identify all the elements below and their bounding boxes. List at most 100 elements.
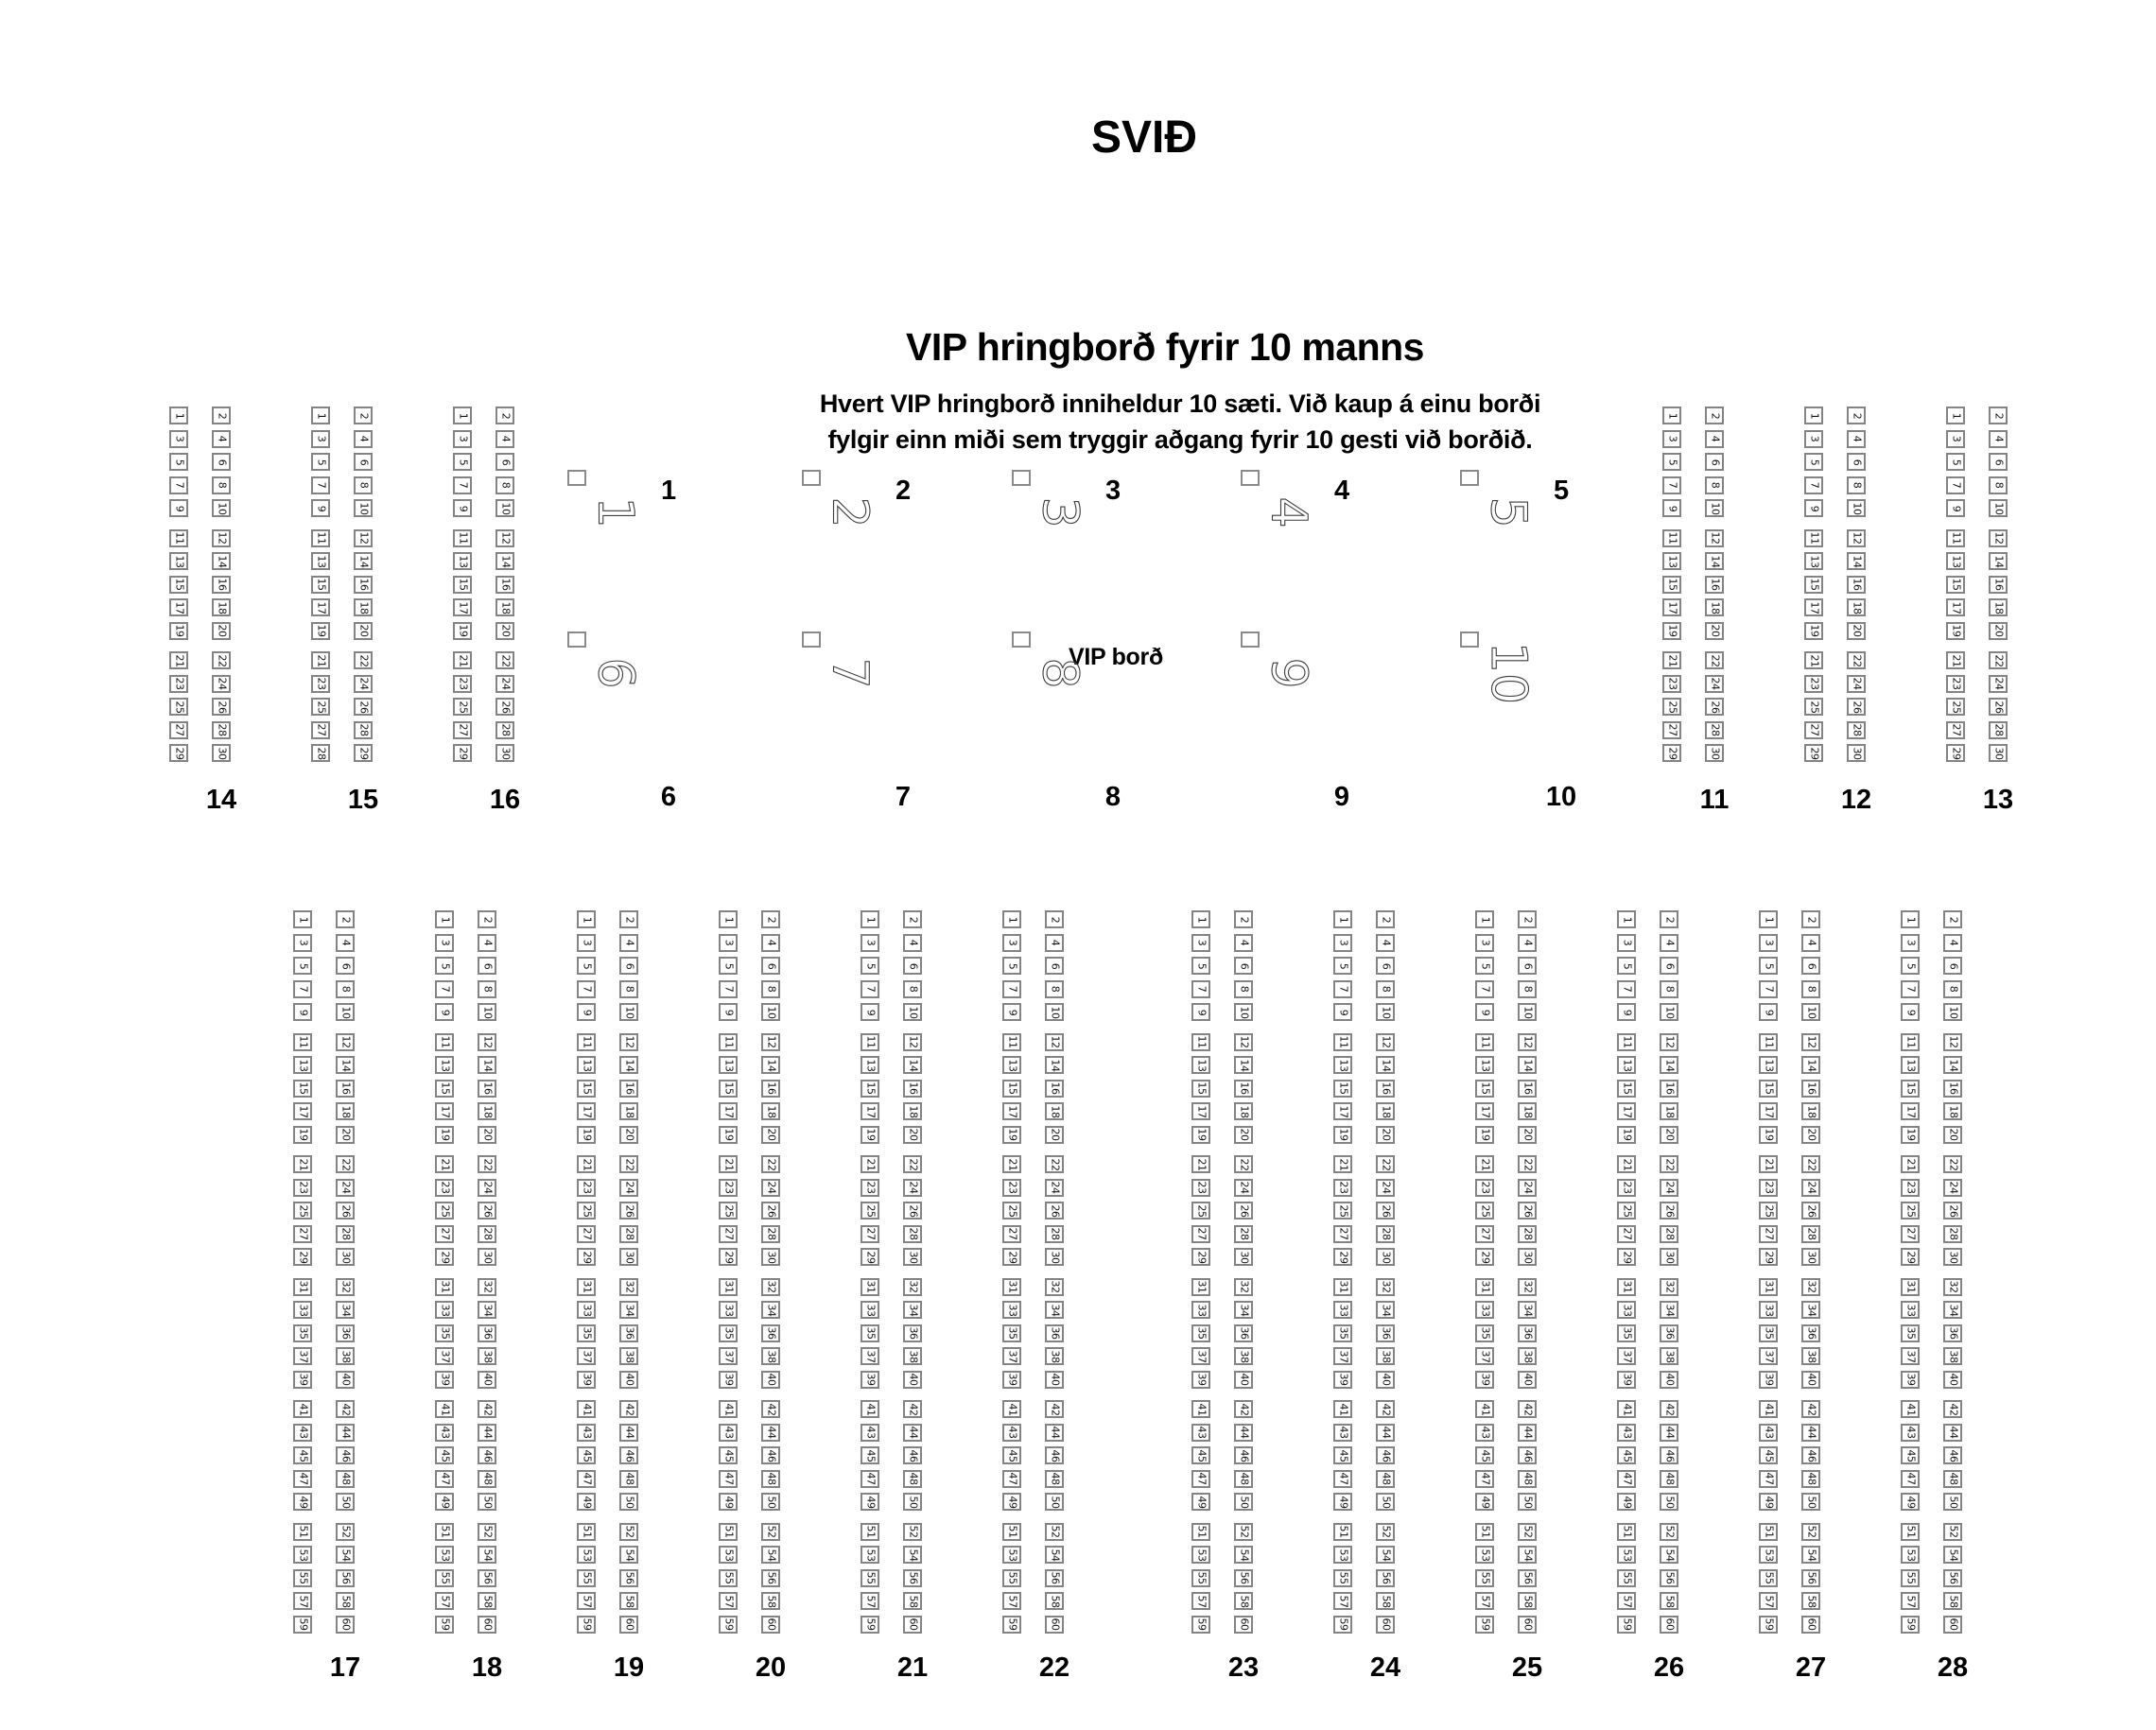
seat[interactable]: 10: [761, 1003, 780, 1021]
seat[interactable]: 21: [577, 1155, 596, 1173]
seat[interactable]: 49: [861, 1493, 879, 1511]
seat[interactable]: 10: [1847, 499, 1866, 517]
seat[interactable]: 54: [1801, 1546, 1820, 1564]
seat[interactable]: 46: [1660, 1446, 1678, 1464]
seat[interactable]: 26: [903, 1202, 922, 1220]
seat[interactable]: 59: [1333, 1615, 1352, 1634]
seat[interactable]: 24: [1234, 1178, 1253, 1197]
seat[interactable]: 4: [1705, 429, 1724, 448]
seat[interactable]: 20: [1376, 1125, 1395, 1144]
seat[interactable]: 36: [1801, 1323, 1820, 1342]
seat[interactable]: 29: [435, 1248, 454, 1266]
seat[interactable]: 47: [1617, 1469, 1636, 1488]
seat[interactable]: 18: [1376, 1102, 1395, 1120]
seat[interactable]: 13: [453, 552, 472, 570]
seat[interactable]: 16: [1801, 1079, 1820, 1098]
seat[interactable]: 28: [1801, 1224, 1820, 1243]
seat[interactable]: 7: [1804, 476, 1823, 494]
seat[interactable]: 8: [1234, 979, 1253, 998]
seat[interactable]: 55: [1617, 1568, 1636, 1587]
seat[interactable]: 18: [1989, 598, 2008, 616]
seat[interactable]: 35: [1901, 1323, 1920, 1342]
seat[interactable]: 47: [861, 1469, 879, 1488]
seat[interactable]: 49: [293, 1493, 312, 1511]
seat[interactable]: 19: [1191, 1125, 1210, 1144]
seat[interactable]: 23: [577, 1178, 596, 1197]
seat[interactable]: 37: [1475, 1347, 1494, 1365]
seat[interactable]: 16: [1660, 1079, 1678, 1098]
vip-table-marker[interactable]: [567, 470, 586, 486]
seat[interactable]: 13: [577, 1056, 596, 1074]
seat[interactable]: 35: [719, 1323, 738, 1342]
seat[interactable]: 48: [1660, 1469, 1678, 1488]
seat[interactable]: 28: [619, 1224, 638, 1243]
seat[interactable]: 51: [1901, 1522, 1920, 1541]
seat[interactable]: 7: [311, 476, 330, 494]
seat[interactable]: 48: [1045, 1469, 1064, 1488]
seat[interactable]: 5: [435, 957, 454, 975]
seat[interactable]: 53: [435, 1546, 454, 1564]
seat[interactable]: 1: [453, 407, 472, 424]
seat[interactable]: 55: [1333, 1568, 1352, 1587]
seat[interactable]: 54: [761, 1546, 780, 1564]
seat[interactable]: 6: [478, 957, 496, 975]
seat[interactable]: 50: [1518, 1493, 1537, 1511]
seat[interactable]: 46: [1234, 1446, 1253, 1464]
seat[interactable]: 38: [761, 1347, 780, 1365]
seat[interactable]: 17: [577, 1102, 596, 1120]
seat[interactable]: 25: [169, 698, 188, 716]
seat[interactable]: 8: [1801, 979, 1820, 998]
seat[interactable]: 60: [1943, 1615, 1962, 1634]
seat[interactable]: 36: [1518, 1323, 1537, 1342]
seat[interactable]: 30: [496, 744, 514, 762]
seat[interactable]: 36: [1045, 1323, 1064, 1342]
seat[interactable]: 52: [903, 1522, 922, 1541]
seat[interactable]: 19: [1617, 1125, 1636, 1144]
seat[interactable]: 57: [1002, 1592, 1021, 1610]
seat[interactable]: 56: [619, 1568, 638, 1587]
seat[interactable]: 3: [719, 933, 738, 952]
seat[interactable]: 13: [861, 1056, 879, 1074]
seat[interactable]: 58: [761, 1592, 780, 1610]
seat[interactable]: 15: [1901, 1079, 1920, 1098]
seat[interactable]: 16: [1518, 1079, 1537, 1098]
seat[interactable]: 39: [1333, 1370, 1352, 1389]
seat[interactable]: 53: [1617, 1546, 1636, 1564]
seat[interactable]: 44: [1518, 1423, 1537, 1442]
seat[interactable]: 4: [1989, 429, 2008, 448]
seat[interactable]: 11: [453, 528, 472, 547]
seat[interactable]: 40: [478, 1370, 496, 1389]
seat[interactable]: 25: [311, 698, 330, 716]
seat[interactable]: 29: [1333, 1248, 1352, 1266]
seat[interactable]: 43: [1475, 1423, 1494, 1442]
seat[interactable]: 60: [1660, 1615, 1678, 1634]
seat[interactable]: 39: [1901, 1370, 1920, 1389]
seat[interactable]: 21: [1333, 1155, 1352, 1173]
seat[interactable]: 13: [169, 552, 188, 570]
seat[interactable]: 44: [1943, 1423, 1962, 1442]
seat[interactable]: 54: [1518, 1546, 1537, 1564]
seat[interactable]: 27: [1475, 1224, 1494, 1243]
seat[interactable]: 3: [453, 429, 472, 448]
seat[interactable]: 54: [1660, 1546, 1678, 1564]
seat[interactable]: 51: [1191, 1522, 1210, 1541]
seat[interactable]: 25: [861, 1202, 879, 1220]
seat[interactable]: 26: [1847, 698, 1866, 716]
seat[interactable]: 54: [478, 1546, 496, 1564]
seat[interactable]: 21: [293, 1155, 312, 1173]
seat[interactable]: 47: [1002, 1469, 1021, 1488]
seat[interactable]: 49: [435, 1493, 454, 1511]
seat[interactable]: 39: [719, 1370, 738, 1389]
seat[interactable]: 14: [1943, 1056, 1962, 1074]
seat[interactable]: 50: [1234, 1493, 1253, 1511]
seat[interactable]: 8: [761, 979, 780, 998]
seat[interactable]: 29: [1759, 1248, 1778, 1266]
seat[interactable]: 49: [577, 1493, 596, 1511]
seat[interactable]: 16: [496, 575, 514, 594]
seat[interactable]: 27: [1002, 1224, 1021, 1243]
seat[interactable]: 45: [1901, 1446, 1920, 1464]
seat[interactable]: 22: [1943, 1155, 1962, 1173]
seat[interactable]: 11: [1002, 1032, 1021, 1051]
seat[interactable]: 43: [1901, 1423, 1920, 1442]
seat[interactable]: 6: [354, 453, 373, 471]
